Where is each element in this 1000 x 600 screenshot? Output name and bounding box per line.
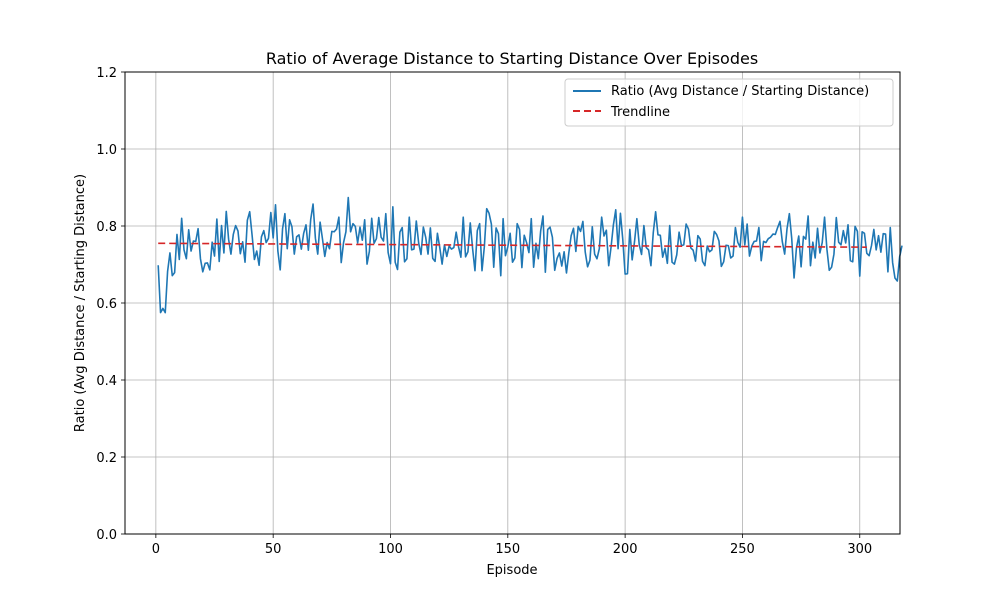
y-tick-label: 1.0 [96, 143, 117, 158]
y-tick-label: 0.0 [96, 528, 117, 543]
legend-label-ratio: Ratio (Avg Distance / Starting Distance) [611, 84, 869, 99]
legend-label-trendline: Trendline [610, 105, 670, 120]
y-tick-label: 0.6 [96, 297, 117, 312]
x-tick-label: 300 [847, 542, 872, 557]
plot-series [157, 196, 903, 314]
x-axis-label: Episode [486, 563, 537, 578]
y-axis-label: Ratio (Avg Distance / Starting Distance) [73, 174, 88, 432]
x-tick-label: 150 [495, 542, 520, 557]
x-tick-label: 0 [152, 542, 160, 557]
trendline [158, 242, 867, 248]
y-tick-label: 1.2 [96, 66, 117, 81]
chart-title: Ratio of Average Distance to Starting Di… [266, 49, 758, 68]
x-tick-label: 100 [378, 542, 403, 557]
x-tick-label: 200 [613, 542, 638, 557]
y-tick-label: 0.8 [96, 220, 117, 235]
y-tick-label: 0.2 [96, 451, 117, 466]
grid [125, 71, 900, 535]
legend: Ratio (Avg Distance / Starting Distance)… [564, 78, 894, 127]
y-tick-label: 0.4 [96, 374, 117, 389]
ratio-series-line [157, 196, 903, 314]
x-tick-label: 250 [730, 542, 755, 557]
x-tick-label: 50 [265, 542, 282, 557]
legend-box [564, 78, 894, 127]
axis-ticks: 0 50 100 150 200 250 300 0.0 0.2 0.4 0.6 0.8 1.0 1.2 [96, 66, 872, 557]
